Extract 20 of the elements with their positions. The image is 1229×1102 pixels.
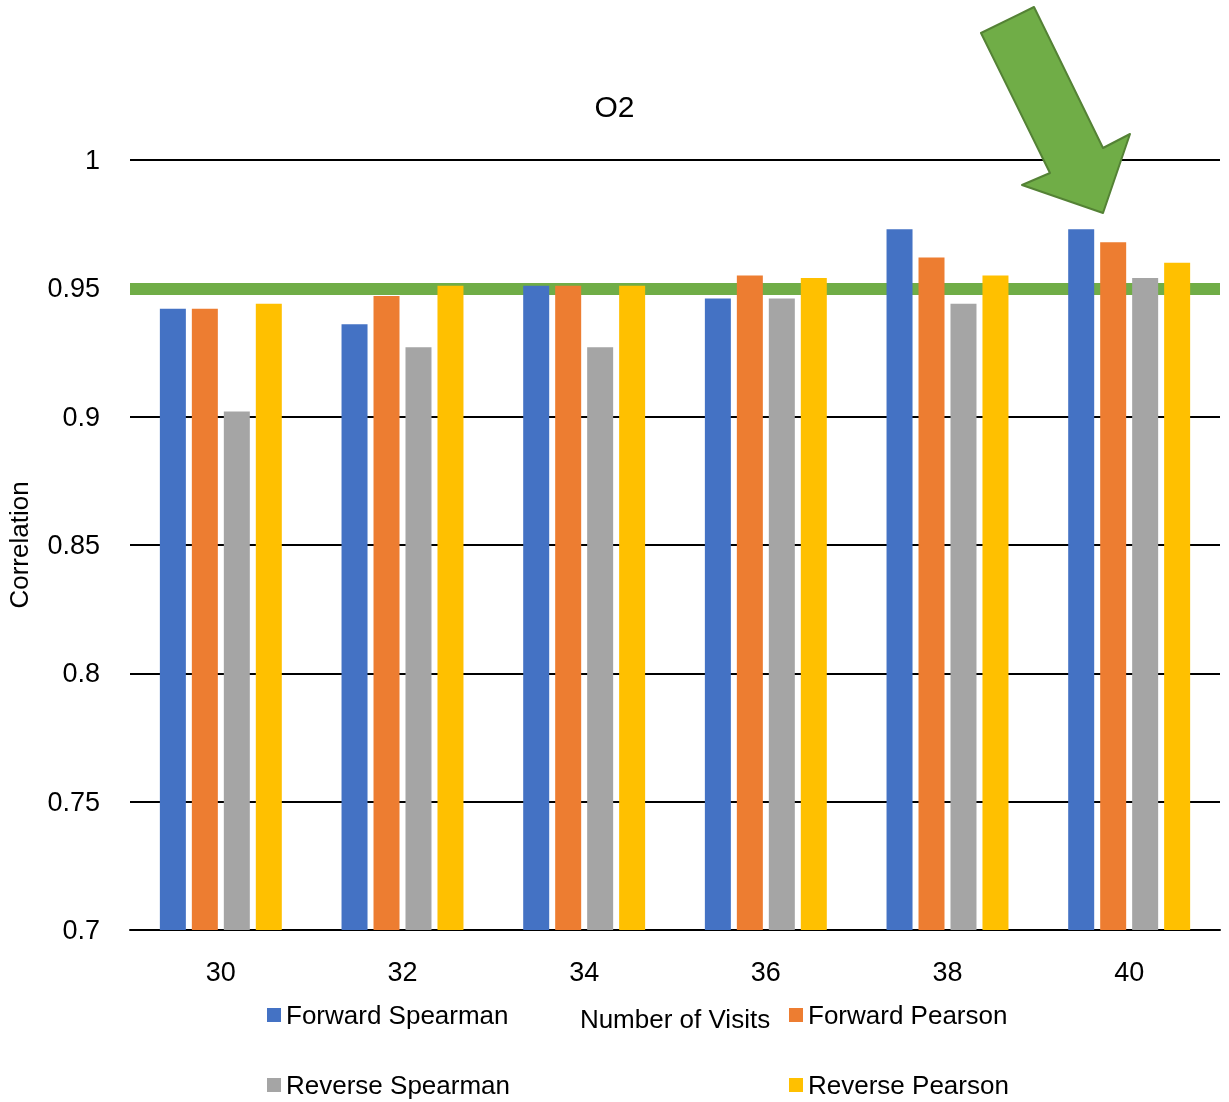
- legend-label: Reverse Pearson: [808, 1070, 1009, 1100]
- x-tick-label: 36: [750, 956, 781, 987]
- x-axis-title: Number of Visits: [579, 1004, 771, 1034]
- y-tick-label: 0.95: [47, 273, 100, 304]
- y-axis-title: Correlation: [4, 481, 34, 609]
- legend-label: Forward Spearman: [286, 1000, 509, 1030]
- y-tick-label: 0.75: [47, 786, 100, 817]
- x-tick-label: 38: [932, 956, 963, 987]
- x-tick-label: 40: [1114, 956, 1145, 987]
- x-tick-label: 30: [205, 956, 236, 987]
- y-tick-label: 0.8: [62, 658, 100, 689]
- y-tick-label: 0.9: [62, 401, 100, 432]
- x-tick-label: 34: [569, 956, 600, 987]
- chart-title: O2: [594, 89, 635, 123]
- y-tick-label: 0.7: [62, 915, 100, 945]
- legend-label: Forward Pearson: [808, 1000, 1008, 1030]
- x-tick-label: 32: [387, 956, 418, 987]
- legend-label: Reverse Spearman: [286, 1070, 510, 1100]
- y-tick-label: 1: [84, 145, 100, 175]
- y-tick-label: 0.85: [47, 530, 100, 560]
